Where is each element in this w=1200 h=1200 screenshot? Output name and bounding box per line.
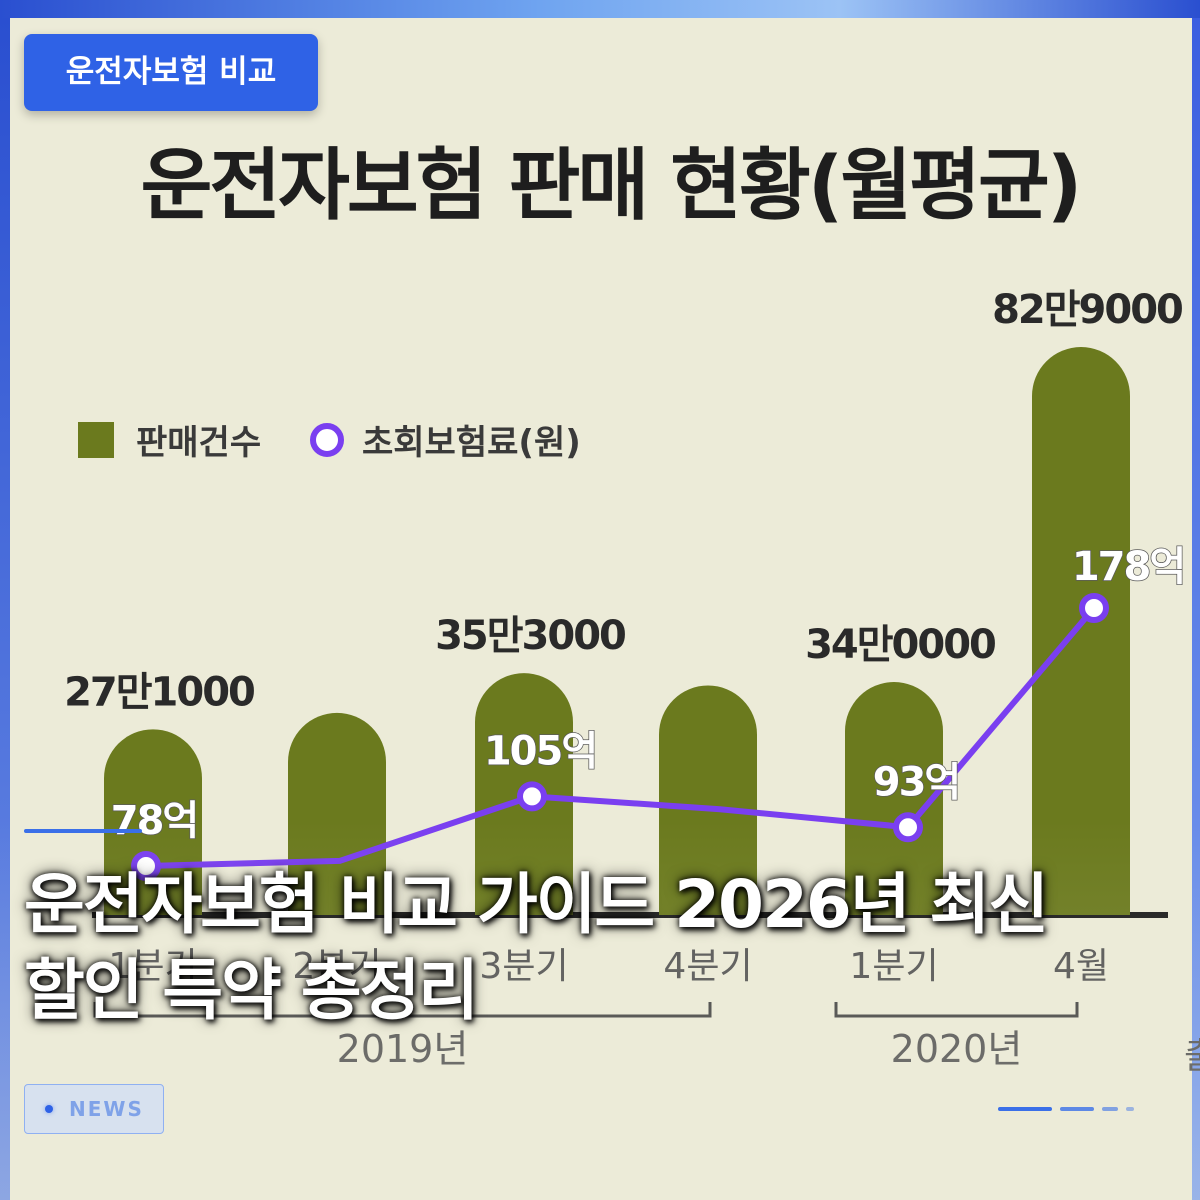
category-label-6: 4월	[1053, 946, 1109, 987]
chart-legend: 판매건수 초회보험료(원)	[78, 422, 581, 463]
live-dot-icon	[45, 1105, 53, 1113]
headline-line-1: 운전자보험 비교 가이드 2026년 최신	[24, 866, 1049, 943]
premium-line	[145, 606, 1097, 869]
legend-line-marker	[310, 423, 344, 457]
bottom-shade	[0, 820, 1200, 1200]
premium-value-label-3: 105억	[484, 728, 596, 774]
news-badge: NEWS	[24, 1084, 164, 1134]
premium-point-1	[131, 851, 161, 881]
bar-5	[845, 682, 943, 915]
legend-line-label: 초회보험료(원)	[362, 423, 581, 463]
group-label-2: 2020년	[891, 1027, 1023, 1071]
premium-point-3	[517, 781, 547, 812]
category-label-4: 4분기	[663, 946, 752, 987]
pager-indicator-1	[998, 1107, 1052, 1111]
bar-4	[659, 685, 757, 915]
category-label-3: 3분기	[479, 946, 568, 987]
group-label-1: 2019년	[337, 1027, 469, 1071]
chart-title: 운전자보험 판매 현황(월평균)	[141, 141, 1080, 231]
category-label-5: 1분기	[849, 946, 938, 987]
pager-indicator-4	[1126, 1107, 1134, 1111]
category-tag[interactable]: 운전자보험 비교	[24, 34, 318, 111]
premium-value-label-1: 78억	[111, 798, 197, 844]
premium-value-label-5: 93억	[873, 759, 959, 805]
premium-point-5	[893, 812, 923, 843]
source-label: 출	[1184, 1036, 1200, 1077]
news-label: NEWS	[69, 1097, 144, 1121]
headline: 운전자보험 비교 가이드 2026년 최신 할인 특약 총정리	[24, 862, 1144, 1034]
category-label-1: 1분기	[108, 946, 197, 987]
premium-value-label-6: 178억	[1072, 544, 1184, 590]
group-bracket-1	[93, 1002, 712, 1018]
category-label-2: 2분기	[292, 946, 381, 987]
right-accent-bar	[1192, 18, 1200, 1200]
legend-bar-label: 판매건수	[136, 423, 261, 463]
pager-indicator-3	[1102, 1107, 1118, 1111]
pager-indicator-2	[1060, 1107, 1094, 1111]
bar-6	[1032, 347, 1130, 915]
bar-value-label-6: 82만9000	[992, 287, 1182, 333]
headline-line-2: 할인 특약 총정리	[24, 952, 479, 1029]
plot-area: 27만1000 35만3000 34만0000 82만9000 1분기 2분기 3분기 4분기…	[64, 287, 1200, 1077]
bar-1	[104, 729, 202, 915]
bar-value-label-5: 34만0000	[805, 622, 995, 668]
headline-accent-line	[24, 829, 142, 833]
bar-value-label-3: 35만3000	[435, 613, 625, 659]
premium-point-6	[1079, 593, 1109, 623]
group-bracket-2	[834, 1002, 1079, 1018]
bar-value-label-1: 27만1000	[64, 669, 254, 715]
legend-bar-marker	[78, 422, 114, 458]
left-accent-bar	[0, 18, 10, 1200]
top-gradient-bar	[0, 0, 1200, 18]
